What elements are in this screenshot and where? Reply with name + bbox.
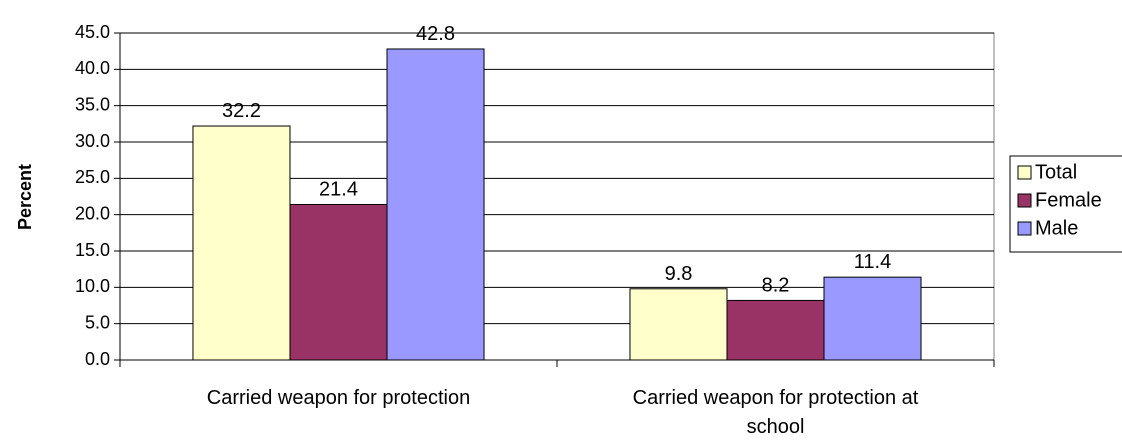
data-labels: 32.2 21.4 42.8 9.8 8.2 11.4 bbox=[222, 23, 891, 296]
bar-female bbox=[726, 299, 825, 361]
data-label: 9.8 bbox=[665, 263, 693, 285]
legend-swatch-female bbox=[1017, 193, 1032, 208]
bars bbox=[192, 48, 922, 361]
data-label: 11.4 bbox=[854, 251, 891, 273]
x-category-label: Carried weapon for protection at bbox=[633, 387, 919, 409]
y-tick-label: 0.0 bbox=[85, 349, 110, 369]
y-tick-label: 35.0 bbox=[75, 94, 110, 114]
y-tick-label: 40.0 bbox=[75, 58, 110, 78]
bar-total bbox=[192, 125, 291, 361]
legend-label-male: Male bbox=[1035, 217, 1078, 239]
y-axis-label: Percent bbox=[15, 164, 35, 230]
x-tick-labels: Carried weapon for protection Carried wea… bbox=[207, 387, 919, 438]
legend-label-total: Total bbox=[1035, 161, 1077, 183]
legend: Total Female Male bbox=[1009, 155, 1122, 253]
bar-total bbox=[629, 288, 728, 361]
legend-label-female: Female bbox=[1035, 189, 1102, 211]
bar-male bbox=[823, 276, 922, 361]
y-tick-label: 15.0 bbox=[75, 240, 110, 260]
bar-female bbox=[289, 203, 388, 361]
legend-swatch-male bbox=[1017, 221, 1032, 236]
y-tick-label: 10.0 bbox=[75, 276, 110, 296]
data-label: 21.4 bbox=[319, 178, 358, 200]
y-tick-label: 25.0 bbox=[75, 167, 110, 187]
x-category-label: school bbox=[747, 416, 805, 438]
y-tick-label: 45.0 bbox=[75, 22, 110, 42]
y-tick-label: 30.0 bbox=[75, 131, 110, 151]
data-label: 32.2 bbox=[222, 100, 261, 122]
data-label: 8.2 bbox=[762, 274, 790, 296]
bar-male bbox=[386, 48, 485, 361]
legend-swatch-total bbox=[1017, 165, 1032, 180]
y-tick-label: 5.0 bbox=[85, 312, 110, 332]
axes: 0.0 5.0 10.0 15.0 20.0 25.0 30.0 35.0 40.0 45.0 bbox=[75, 22, 995, 369]
y-tick-label: 20.0 bbox=[75, 203, 110, 223]
x-category-label: Carried weapon for protection bbox=[207, 387, 470, 409]
data-label: 42.8 bbox=[416, 23, 455, 45]
